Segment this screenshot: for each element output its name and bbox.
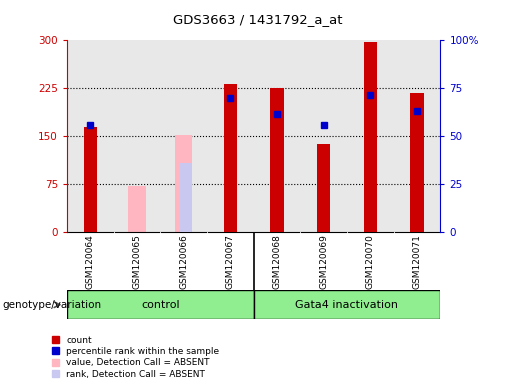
Text: control: control — [141, 300, 180, 310]
Legend: count, percentile rank within the sample, value, Detection Call = ABSENT, rank, : count, percentile rank within the sample… — [51, 335, 220, 379]
Bar — [84, 127, 97, 232]
Text: GSM120065: GSM120065 — [132, 234, 142, 289]
Text: GSM120064: GSM120064 — [86, 234, 95, 289]
Bar — [175, 135, 193, 232]
Text: genotype/variation: genotype/variation — [3, 300, 101, 310]
Bar — [317, 144, 330, 232]
Bar — [67, 290, 253, 319]
Text: Gata4 inactivation: Gata4 inactivation — [296, 300, 399, 310]
Bar — [224, 84, 237, 232]
Bar — [410, 93, 423, 232]
Bar — [128, 186, 146, 232]
Bar — [180, 163, 191, 232]
Text: GSM120069: GSM120069 — [319, 234, 328, 289]
Text: GSM120071: GSM120071 — [413, 234, 421, 289]
Text: GSM120070: GSM120070 — [366, 234, 375, 289]
Text: GSM120067: GSM120067 — [226, 234, 235, 289]
Bar — [253, 290, 440, 319]
Text: GSM120066: GSM120066 — [179, 234, 188, 289]
Text: GSM120068: GSM120068 — [272, 234, 282, 289]
Text: GDS3663 / 1431792_a_at: GDS3663 / 1431792_a_at — [173, 13, 342, 26]
Bar — [364, 42, 377, 232]
Bar — [270, 88, 283, 232]
